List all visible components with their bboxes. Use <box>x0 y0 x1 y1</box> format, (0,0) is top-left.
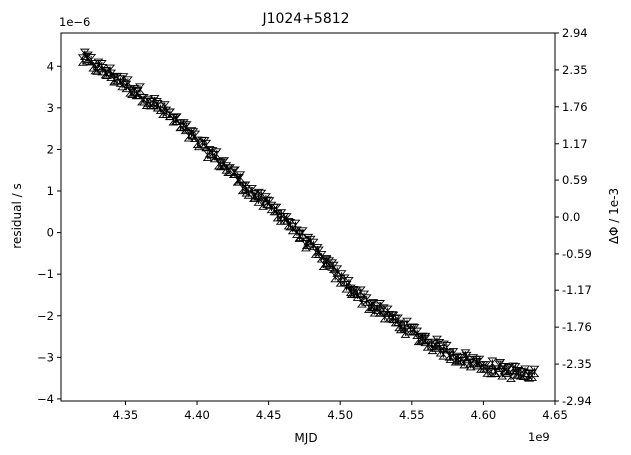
y-tick-label: 1 <box>47 184 54 198</box>
y-tick-label: −1 <box>37 267 54 281</box>
x-tick-label: 4.45 <box>256 408 282 422</box>
y-axis-offset-label: 1e−6 <box>59 15 90 29</box>
y2-tick-label: 0.59 <box>562 173 588 187</box>
x-tick-label: 4.65 <box>542 408 568 422</box>
y2-tick-label: 1.76 <box>562 100 588 114</box>
x-axis-offset-label: 1e9 <box>528 430 550 444</box>
data-point <box>495 359 506 371</box>
y2-tick-label: 0.0 <box>562 210 580 224</box>
y2-tick-label: -2.94 <box>562 394 592 408</box>
x-tick-label: 4.50 <box>327 408 353 422</box>
x-tick-label: 4.60 <box>471 408 497 422</box>
data-point <box>132 87 143 99</box>
y2-tick-label: -2.35 <box>562 357 592 371</box>
data-point <box>529 365 540 378</box>
data-point <box>235 171 246 183</box>
axis-ticks: 4.35 4.40 4.45 4.50 4.55 4.60 4.65 −4 −3 −2 −1 0 1 2 3… <box>37 26 592 422</box>
y2-tick-label: 2.94 <box>562 26 588 40</box>
data-point <box>503 364 514 376</box>
data-point <box>135 83 145 95</box>
y2-tick-label: 2.35 <box>562 63 588 77</box>
x-tick-label: 4.55 <box>399 408 425 422</box>
y-tick-label: 2 <box>47 142 54 156</box>
y2-tick-label: -1.76 <box>562 320 592 334</box>
y-axis-label: residual / s <box>10 183 24 248</box>
data-point <box>434 338 445 351</box>
x-tick-label: 4.40 <box>184 408 210 422</box>
y2-tick-label: -0.59 <box>562 247 592 261</box>
data-points <box>77 48 540 383</box>
data-point <box>256 189 267 202</box>
data-point <box>402 317 412 330</box>
data-point <box>201 139 212 152</box>
x-axis-label: MJD <box>294 431 317 445</box>
y2-axis-label: ΔΦ / 1e-3 <box>607 188 621 244</box>
data-point <box>328 261 339 274</box>
x-tick-label: 4.35 <box>113 408 139 422</box>
y-tick-label: 4 <box>47 59 54 73</box>
y-tick-label: −2 <box>37 309 54 323</box>
y-tick-label: −4 <box>37 392 54 406</box>
y-tick-label: −3 <box>37 350 54 364</box>
y-tick-label: 0 <box>47 226 54 240</box>
chart-title: J1024+5812 <box>261 11 349 27</box>
y-tick-label: 3 <box>47 101 54 115</box>
y2-tick-label: -1.17 <box>562 283 592 297</box>
y2-tick-label: 1.17 <box>562 137 588 151</box>
plot-frame <box>60 32 556 402</box>
data-point <box>368 299 379 311</box>
